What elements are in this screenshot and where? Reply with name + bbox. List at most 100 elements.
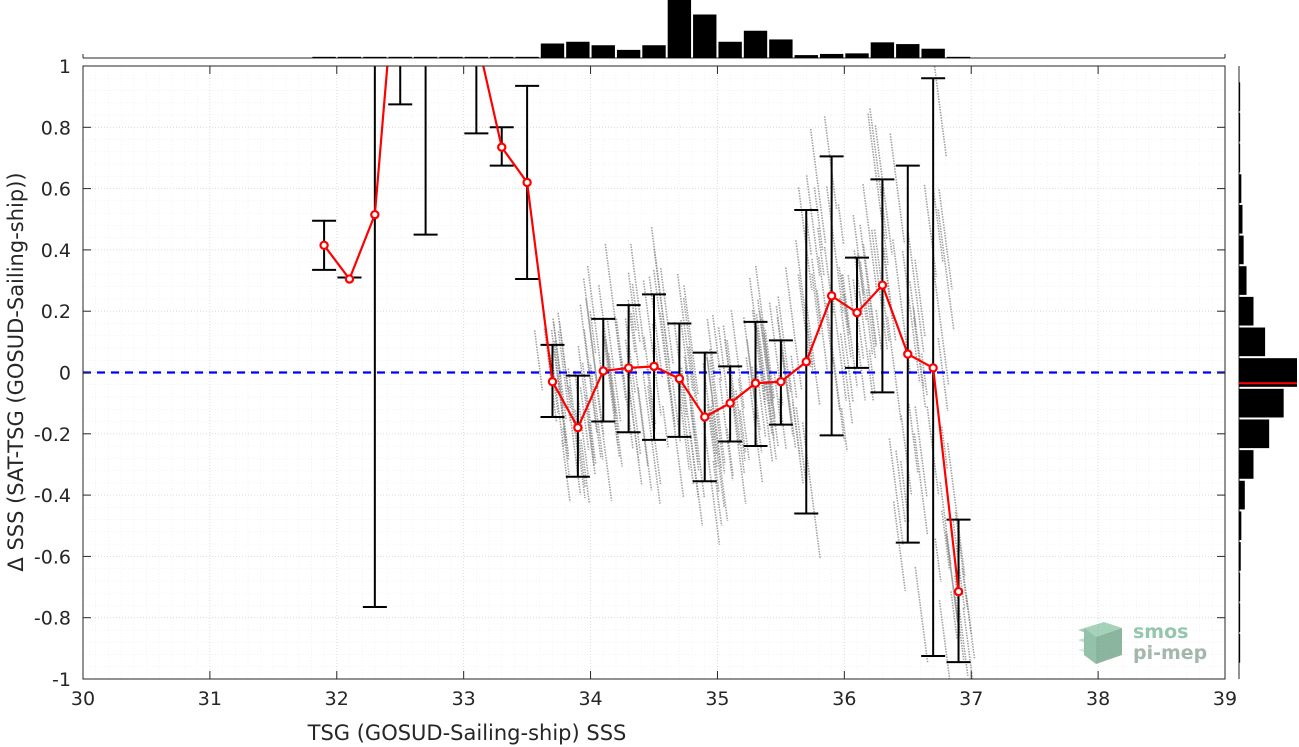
scatter-streak: [823, 116, 838, 210]
scatter-streak: [758, 311, 773, 406]
series-point: [725, 398, 735, 408]
scatter-streak: [901, 251, 921, 383]
scatter-streak: [892, 239, 912, 374]
scatter-streak: [775, 306, 793, 423]
scatter-streak: [765, 380, 775, 440]
scatter-streak: [938, 600, 951, 679]
right-hist-bar: [1239, 634, 1241, 663]
x-tick-label: 38: [1086, 688, 1110, 710]
x-tick-label: 36: [832, 688, 856, 710]
series-point: [852, 308, 862, 318]
x-axis-label: TSG (GOSUD-Sailing-ship) SSS: [307, 721, 627, 745]
scatter-streak: [895, 450, 907, 523]
scatter-streak: [946, 442, 966, 577]
scatter-streak: [937, 337, 949, 412]
scatter-streak: [689, 409, 700, 472]
scatter-streak: [726, 340, 746, 475]
logo-text-line2: pi-mep: [1133, 642, 1207, 664]
top-hist-bar: [743, 30, 768, 58]
right-hist-bar: [1239, 572, 1241, 602]
series-point: [598, 366, 608, 376]
scatter-streak: [934, 538, 942, 582]
top-hist-bar: [566, 41, 590, 58]
top-hist-bar: [921, 48, 945, 58]
x-tick-label: 34: [578, 688, 602, 710]
scatter-streak: [797, 274, 812, 367]
series-point: [497, 142, 507, 152]
right-hist-bar: [1239, 388, 1284, 418]
scatter-streak: [816, 289, 829, 371]
scatter-streak: [912, 307, 925, 388]
scatter-streak: [558, 321, 570, 394]
scatter-streak: [682, 297, 699, 405]
top-hist-bar: [769, 39, 793, 58]
top-hist-bar: [464, 56, 489, 58]
scatter-streak: [892, 501, 907, 592]
y-tick-label: 0: [59, 363, 71, 385]
scatter-streak: [661, 405, 669, 448]
top-hist-bar: [794, 55, 818, 58]
top-hist-bar: [515, 56, 539, 58]
series-point: [826, 291, 837, 301]
scatter-streak: [795, 407, 807, 483]
scatter-streak: [809, 128, 827, 244]
top-hist-bar: [388, 56, 412, 58]
scatter-streak: [862, 243, 878, 346]
right-hist-bar: [1239, 327, 1266, 357]
scatter-streak: [629, 243, 646, 351]
scatter-streak: [780, 344, 794, 437]
scatter-streak: [585, 298, 605, 436]
scatter-streak: [574, 410, 587, 488]
logo-text-line1: smos: [1133, 621, 1188, 643]
y-tick-label: -0.8: [34, 608, 71, 630]
scatter-streak: [589, 311, 597, 355]
y-tick-label: -0.4: [34, 485, 71, 507]
right-hist-bar: [1239, 174, 1242, 203]
scatter-streak: [628, 391, 643, 485]
scatter-streak: [938, 189, 953, 290]
errorbars: [312, 66, 971, 664]
scatter-streak: [945, 535, 960, 630]
scatter-streak: [914, 566, 929, 663]
scatter-streak: [651, 323, 660, 371]
scatter-streak: [706, 404, 720, 493]
top-histogram: [82, 0, 1226, 59]
scatter-streak: [805, 212, 813, 255]
scatter-streak: [801, 422, 821, 559]
scatter-streak: [797, 187, 813, 291]
scatter-streak: [568, 386, 579, 449]
scatter-streak: [743, 317, 758, 420]
scatter-streak: [666, 372, 685, 499]
x-ticks: 30 31 32 33 34 35 36 37 38 39: [71, 66, 1237, 710]
series-point: [700, 412, 710, 422]
scatter-streak: [748, 277, 767, 402]
series-point: [750, 378, 761, 388]
x-tick-label: 30: [71, 688, 95, 710]
scatter-streak: [755, 365, 767, 437]
scatter-streak: [735, 390, 746, 462]
right-hist-bar: [1239, 511, 1242, 541]
scatter-streak: [667, 371, 676, 421]
scatter-streak: [680, 319, 690, 381]
top-hist-bar: [693, 14, 717, 58]
scatter-streak: [939, 482, 952, 566]
top-hist-bar: [439, 56, 463, 58]
series-point: [547, 376, 558, 387]
smos-pi-mep-logo: smos pi-mep: [1078, 621, 1207, 664]
scatter-streak: [931, 262, 950, 386]
scatter-streak: [579, 387, 590, 450]
scatter-streak: [711, 399, 729, 522]
scatter-streak: [552, 321, 562, 378]
right-hist-bar: [1239, 266, 1247, 295]
right-hist-bar: [1239, 143, 1241, 173]
series-point: [344, 274, 355, 284]
scatter-streak: [730, 310, 745, 409]
scatter-streak: [613, 417, 621, 458]
y-tick-label: -0.2: [34, 424, 71, 446]
scatter-streak: [900, 415, 913, 495]
scatter-streak: [712, 460, 723, 527]
series-point: [903, 349, 913, 359]
scatter-streak: [763, 333, 776, 418]
scatter-streak: [754, 265, 774, 401]
